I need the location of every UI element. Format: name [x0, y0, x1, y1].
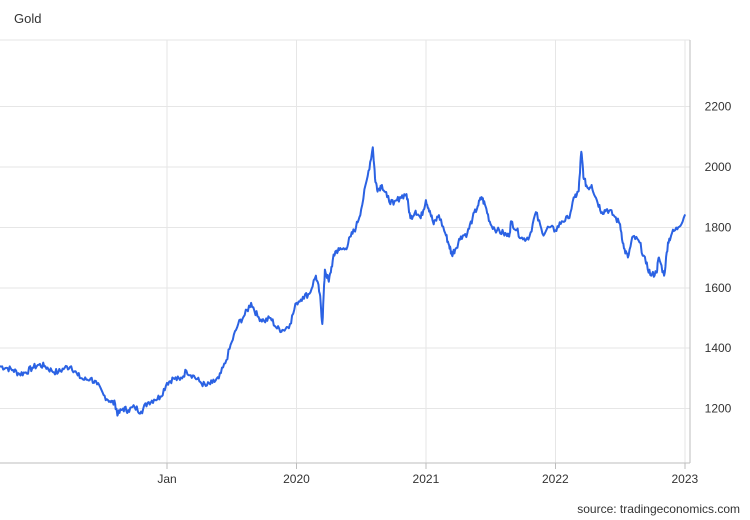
y-tick-labels: 1200 1400 1600 1800 2000 2200 [705, 99, 732, 415]
y-tick-label: 1400 [705, 341, 732, 355]
chart-title: Gold [14, 11, 42, 26]
y-tick-label: 1600 [705, 281, 732, 295]
x-tick-label: 2021 [413, 472, 440, 486]
x-tick-labels: Jan 2020 2021 2022 2023 [157, 472, 698, 486]
x-tick-label: 2022 [542, 472, 569, 486]
x-tick-marks [166, 463, 686, 469]
gold-price-line [0, 146, 686, 417]
horizontal-gridlines [0, 39, 690, 410]
y-tick-label: 2000 [705, 160, 732, 174]
y-tick-label: 2200 [705, 99, 732, 113]
x-tick-label: Jan [157, 472, 176, 486]
y-tick-label: 1800 [705, 220, 732, 234]
vertical-gridlines [166, 40, 686, 463]
y-tick-label: 1200 [705, 402, 732, 416]
x-tick-label: 2023 [671, 472, 698, 486]
source-credit: source: tradingeconomics.com [577, 502, 740, 516]
x-tick-label: 2020 [283, 472, 310, 486]
